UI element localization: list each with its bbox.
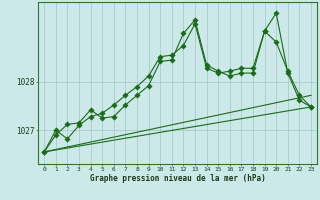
- X-axis label: Graphe pression niveau de la mer (hPa): Graphe pression niveau de la mer (hPa): [90, 174, 266, 183]
